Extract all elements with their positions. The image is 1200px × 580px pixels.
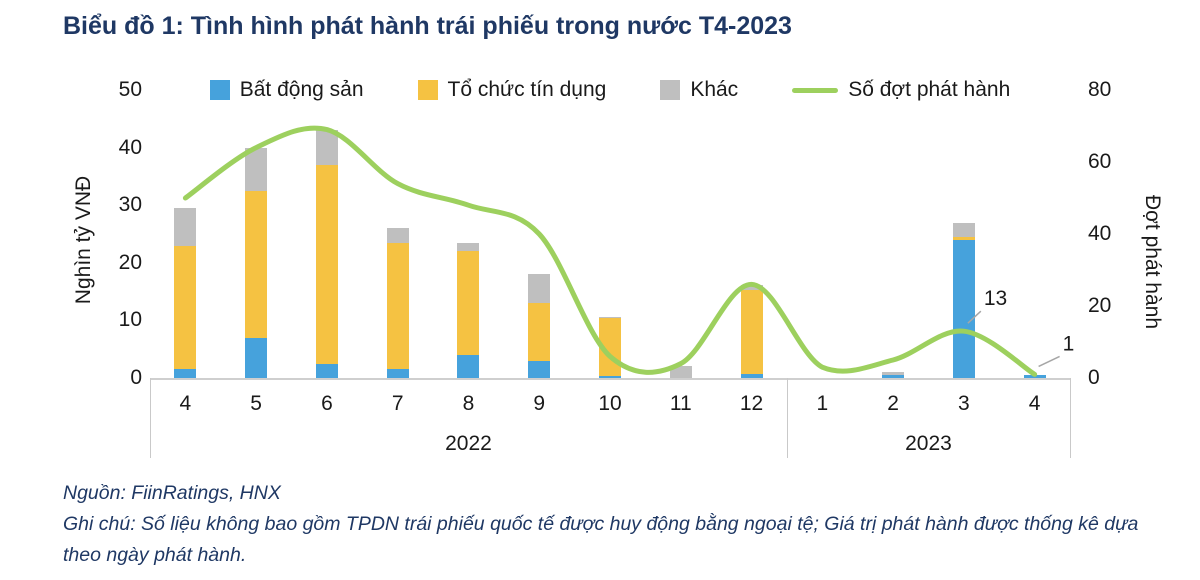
bar-segment <box>386 369 409 378</box>
right-tick-label: 40 <box>1088 222 1112 245</box>
bar-segment <box>669 366 692 378</box>
legend-swatch <box>792 87 839 93</box>
bar-segment <box>315 363 338 378</box>
left-tick-label: 50 <box>118 78 142 101</box>
note-line: Ghi chú: Số liệu không bao gồm TPDN trái… <box>63 512 1139 566</box>
bar-segment <box>457 251 480 355</box>
bar-segment <box>740 284 763 291</box>
annotation-label: 13 <box>984 287 1007 310</box>
left-tick-label: 40 <box>118 135 142 159</box>
month-label: 7 <box>391 392 404 415</box>
bar-segment <box>457 242 480 252</box>
month-label: 2 <box>887 392 899 415</box>
source-line: Nguồn: FiinRatings, HNX <box>63 482 281 504</box>
month-label: 8 <box>462 392 475 415</box>
year-label: 2022 <box>445 432 492 455</box>
legend-swatch <box>417 80 438 100</box>
bar-segment <box>599 316 621 319</box>
chart-footnotes: Nguồn: FiinRatings, HNX Ghi chú: Số liệu… <box>63 478 1153 570</box>
bar-segment <box>245 190 268 338</box>
month-label: 3 <box>958 392 970 415</box>
month-label: 5 <box>250 392 262 415</box>
legend-swatch <box>209 80 230 100</box>
bar-segment <box>174 208 197 246</box>
bar-segment <box>740 290 763 374</box>
legend-label: Bất động sản <box>239 78 364 101</box>
left-tick-label: 10 <box>118 308 142 332</box>
legend-swatch <box>660 80 681 100</box>
right-axis-title: Đợt phát hành <box>1141 194 1164 330</box>
bar-segment <box>952 237 975 240</box>
chart-title: Biểu đồ 1: Tình hình phát hành trái phiế… <box>63 12 792 40</box>
bar-segment <box>245 147 268 191</box>
month-label: 11 <box>669 392 692 415</box>
bar-segment <box>174 245 197 370</box>
month-label: 4 <box>1028 392 1041 415</box>
bar-segment <box>882 372 905 375</box>
right-tick-label: 60 <box>1088 150 1112 173</box>
month-label: 1 <box>816 392 829 415</box>
bar-segment <box>315 164 338 364</box>
axis-group-separator <box>786 378 788 458</box>
bar-segment <box>882 374 905 378</box>
legend-item-bar: Khác <box>660 78 738 102</box>
bar-segment <box>528 360 551 378</box>
legend-item-bar: Tổ chức tín dụng <box>417 78 607 102</box>
bar-segment <box>952 239 975 378</box>
annotation-label: 1 <box>1063 332 1075 355</box>
bar-segment <box>457 354 480 378</box>
bar-segment <box>599 375 621 378</box>
month-label: 6 <box>321 392 333 415</box>
year-label: 2023 <box>905 432 952 455</box>
bar-segment <box>386 242 409 370</box>
bar-segment <box>740 373 763 378</box>
bar-segment <box>245 337 268 378</box>
line-layer: 13 1 <box>182 125 1074 377</box>
bar-segment <box>174 369 197 378</box>
legend-label: Tổ chức tín dụng <box>447 78 607 101</box>
month-label: 9 <box>533 392 546 415</box>
annotation-leader <box>1038 355 1060 368</box>
left-tick-label: 0 <box>130 366 142 389</box>
month-label: 10 <box>598 392 622 415</box>
bar-segment <box>528 274 551 304</box>
annotation-leader <box>967 310 982 324</box>
legend-item-line: Số đợt phát hành <box>792 78 1010 102</box>
bar-segment <box>315 130 338 165</box>
right-tick-label: 0 <box>1088 366 1100 389</box>
bar-segment <box>952 222 975 238</box>
legend-item-bar: Bất động sản <box>209 78 364 102</box>
axis-group-separator <box>1070 378 1071 458</box>
bar-segment <box>386 228 409 243</box>
issuance-count-line <box>182 125 1038 377</box>
left-tick-label: 20 <box>118 250 142 274</box>
left-axis-title: Nghìn tỷ VNĐ <box>72 175 95 305</box>
plot-area: 13 1 <box>150 90 1074 380</box>
chart-legend: Bất động sản Tổ chức tín dụng Khác Số đợt p… <box>150 78 1070 102</box>
bar-segment <box>528 303 551 361</box>
right-tick-label: 80 <box>1088 78 1112 101</box>
axis-group-separator <box>150 378 151 458</box>
right-tick-label: 20 <box>1088 294 1112 317</box>
left-tick-label: 30 <box>118 193 142 217</box>
month-label: 4 <box>179 392 192 415</box>
month-label: 12 <box>739 392 764 415</box>
legend-label: Khác <box>690 78 739 101</box>
legend-label: Số đợt phát hành <box>848 78 1011 101</box>
